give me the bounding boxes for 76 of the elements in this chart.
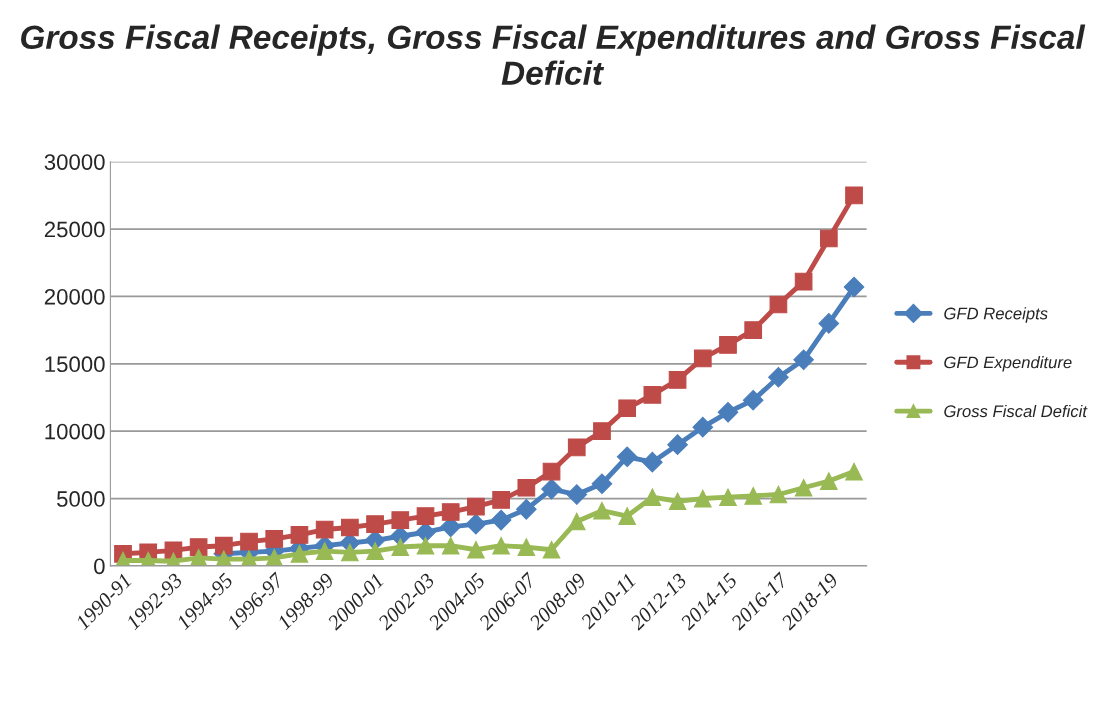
y-tick-label: 20000: [44, 288, 105, 305]
point: [692, 416, 714, 438]
point: [517, 478, 536, 497]
point: [717, 401, 739, 423]
point: [567, 438, 586, 457]
point: [542, 462, 561, 481]
point: [290, 526, 309, 544]
point: [315, 520, 334, 539]
point: [416, 536, 435, 555]
point: [744, 321, 763, 339]
point: [845, 186, 863, 205]
y-tick-label: 15000: [45, 356, 105, 373]
point: [818, 313, 840, 334]
point: [265, 530, 284, 548]
y-tick-label: 5000: [57, 491, 105, 507]
point: [441, 536, 460, 555]
point: [819, 229, 838, 248]
point: [769, 295, 788, 314]
point: [768, 366, 789, 388]
point: [744, 487, 763, 505]
point: [515, 498, 537, 520]
point: [315, 542, 334, 560]
point: [742, 389, 764, 411]
point: [719, 488, 737, 507]
point: [465, 513, 487, 535]
point: [366, 542, 384, 560]
point: [593, 501, 611, 520]
point: [642, 451, 663, 473]
point: [693, 489, 712, 508]
point: [214, 536, 233, 555]
point: [391, 538, 410, 556]
point: [542, 540, 561, 559]
point: [290, 544, 309, 563]
point: [490, 509, 512, 531]
point: [341, 543, 359, 562]
point: [643, 385, 662, 404]
point: [517, 538, 536, 556]
point: [618, 507, 637, 525]
point: [845, 462, 863, 481]
point: [643, 488, 662, 507]
point: [793, 349, 814, 371]
point: [467, 497, 485, 516]
y-tick-label: 30000: [44, 154, 105, 170]
point: [794, 272, 813, 291]
point: [240, 532, 258, 551]
legend-label: Gross Fiscal Deficit: [944, 404, 1088, 418]
point: [391, 511, 410, 529]
point: [492, 491, 510, 509]
point: [819, 472, 838, 490]
legend-label: GFD Receipts: [944, 307, 1048, 323]
point: [541, 478, 562, 500]
point: [668, 371, 687, 389]
point: [492, 536, 510, 555]
chart-title: Gross Fiscal Receipts, Gross Fiscal Expenditures and Gross Fiscal Deficit: [21, 24, 1086, 85]
point: [719, 336, 737, 354]
point: [591, 473, 613, 495]
point: [566, 484, 588, 505]
point: [618, 399, 637, 418]
y-tick-label: 0: [94, 558, 105, 575]
point: [567, 512, 586, 531]
y-tick-label: 25000: [44, 221, 105, 238]
point: [341, 518, 359, 537]
point: [667, 434, 688, 455]
point: [693, 349, 712, 368]
point: [467, 540, 485, 559]
point: [616, 446, 638, 468]
y-tick-label: 10000: [45, 423, 105, 440]
point: [441, 503, 460, 521]
legend-label: GFD Expenditure: [944, 356, 1072, 372]
point: [668, 492, 687, 511]
point: [794, 478, 813, 497]
point: [593, 422, 611, 441]
point: [769, 485, 788, 504]
point: [843, 276, 865, 298]
point: [366, 515, 384, 533]
point: [416, 507, 435, 525]
